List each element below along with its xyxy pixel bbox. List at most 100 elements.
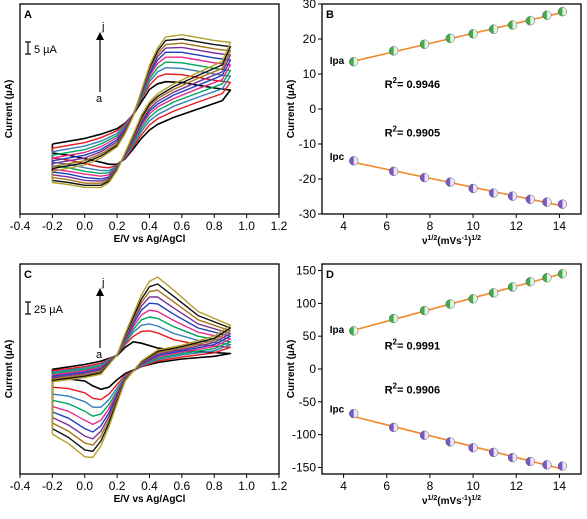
data-point-highlight [530, 16, 535, 25]
y-axis-label: Current (µA) [4, 80, 15, 139]
series-label: Ipa [330, 325, 345, 336]
r-squared-value: = 0.9946 [397, 79, 440, 91]
x-tick-label: 0.8 [206, 479, 223, 493]
y-axis-label: Current (µA) [4, 340, 15, 399]
data-point-highlight [424, 40, 429, 49]
data-point-highlight [493, 448, 498, 457]
x-tick-label: 0.2 [109, 479, 126, 493]
x-tick-label: 10 [466, 219, 480, 233]
scale-bar-label: 25 µA [34, 304, 64, 316]
r-squared-value: = 0.9991 [397, 340, 440, 352]
x-axis-label: ν1/2(mVs-1)1/2 [422, 495, 481, 507]
data-point-highlight [473, 443, 478, 452]
y-tick-label: 100 [296, 296, 316, 310]
x-tick-label: 1.2 [271, 479, 288, 493]
cv-curve [51, 330, 232, 401]
scan-arrow-head [96, 32, 104, 40]
x-axis-label: E/V vs Ag/AgCl [114, 494, 186, 505]
r-squared-value: = 0.9905 [397, 127, 440, 139]
data-point-highlight [473, 29, 478, 38]
y-tick-label: 50 [303, 329, 317, 343]
x-label-sup: 1/2 [471, 495, 481, 502]
data-point-highlight [393, 167, 398, 176]
data-point-highlight [424, 173, 429, 182]
panel-label: D [326, 269, 334, 281]
x-tick-label: 1.0 [238, 479, 255, 493]
x-tick-label: -0.4 [10, 219, 31, 233]
x-label-part: ) [468, 496, 471, 507]
r-squared-exp: 2 [393, 76, 398, 85]
data-point-highlight [353, 156, 358, 165]
data-point-highlight [424, 306, 429, 315]
r-squared-exp: 2 [393, 124, 398, 133]
x-tick-label: 4 [340, 219, 347, 233]
y-tick-label: 20 [303, 32, 317, 46]
data-point-highlight [546, 460, 552, 470]
x-tick-label: 14 [553, 219, 567, 233]
data-point-highlight [353, 409, 358, 418]
data-point-highlight [393, 46, 398, 56]
x-tick-label: 6 [383, 219, 390, 233]
data-point-highlight [493, 25, 498, 34]
scale-bar-label: 5 µA [34, 44, 58, 56]
r-squared-label: R2= 0.9905 [385, 124, 441, 139]
x-tick-label: -0.2 [42, 479, 63, 493]
arrow-end-label: j [101, 277, 104, 289]
data-point-highlight [393, 314, 398, 323]
x-label-part: (mVs [437, 496, 462, 507]
r-squared-r: R [385, 340, 393, 352]
x-label-sup: 1/2 [428, 235, 438, 242]
panel-b: -30 -20 -10 0 10 20 30 4 6 8 10 12 14 B Current (µA) Ip… [286, 0, 582, 247]
x-tick-label: 0.6 [174, 219, 191, 233]
x-tick-label: 0.2 [109, 219, 126, 233]
x-label-part: (mVs [437, 236, 462, 247]
arrow-end-label: j [101, 21, 104, 33]
data-point-highlight [493, 188, 498, 198]
x-tick-label: 0.4 [141, 479, 158, 493]
panel-label: A [24, 9, 32, 21]
data-point-highlight [546, 273, 552, 282]
panel-d: -150 -100 -50 0 50 100 150 4 6 8 10 12 14 D Current (µ… [286, 263, 582, 507]
x-tick-label: 10 [466, 479, 480, 493]
x-tick-label: 0.0 [76, 219, 93, 233]
y-tick-label: -10 [299, 137, 317, 151]
y-tick-label: 10 [303, 67, 317, 81]
arrow-start-label: a [96, 93, 103, 105]
y-tick-label: 0 [309, 362, 316, 376]
y-tick-label: -30 [299, 207, 317, 221]
x-label-part: ν [422, 496, 428, 507]
x-tick-label: 8 [427, 219, 434, 233]
data-point-highlight [512, 453, 517, 462]
data-point-highlight [493, 288, 498, 298]
data-point-highlight [512, 282, 517, 292]
data-point-highlight [562, 269, 567, 279]
arrow-start-label: a [96, 349, 103, 361]
x-label-sup: 1/2 [428, 495, 438, 502]
x-axis-label: ν1/2(mVs-1)1/2 [422, 235, 481, 247]
series-label: Ipa [330, 56, 345, 67]
y-tick-label: 150 [296, 264, 316, 278]
y-tick-label: 0 [309, 102, 316, 116]
x-tick-label: -0.4 [10, 479, 31, 493]
y-tick-label: -20 [299, 172, 317, 186]
x-tick-label: 0.4 [141, 219, 158, 233]
data-point-highlight [450, 34, 455, 43]
data-point-highlight [530, 195, 535, 204]
cv-curve [51, 34, 232, 189]
r-squared-label: R2= 0.9946 [385, 76, 441, 91]
cv-curve [51, 323, 232, 408]
x-tick-label: 0.6 [174, 479, 191, 493]
x-axis-label: E/V vs Ag/AgCl [114, 234, 186, 245]
r-squared-label: R2= 0.9906 [385, 381, 441, 396]
data-point-highlight [530, 457, 535, 466]
x-tick-label: 12 [510, 479, 524, 493]
data-point-highlight [546, 197, 552, 207]
panel-label: B [326, 9, 334, 21]
panel-c: 25 µA a j E/V vs Ag/AgCl -0.4 -0.2 0.0 0.2 0.4 0.… [4, 263, 288, 505]
r-squared-r: R [385, 384, 393, 396]
data-point-highlight [562, 200, 567, 209]
data-point-highlight [393, 423, 398, 432]
r-squared-exp: 2 [393, 381, 398, 390]
data-point-highlight [562, 461, 567, 471]
